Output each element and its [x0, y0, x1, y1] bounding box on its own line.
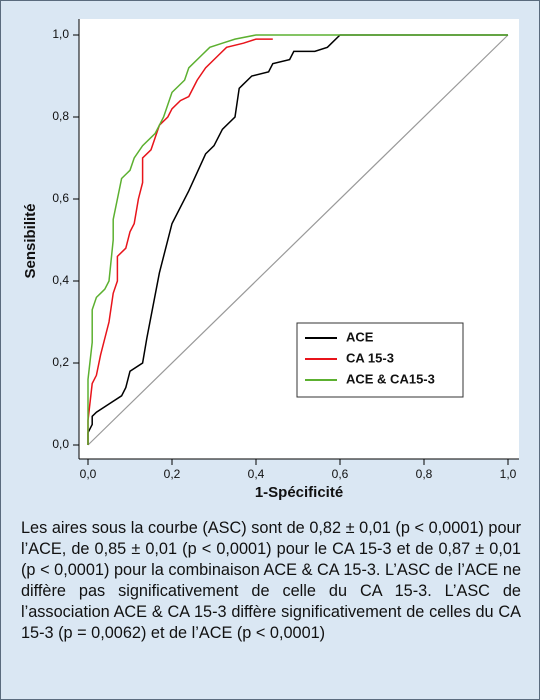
x-tick-label: 0,2 [164, 467, 181, 481]
reference-line [87, 34, 509, 446]
x-tick-label: 1,0 [500, 467, 517, 481]
y-tick-label: 0,4 [52, 273, 69, 287]
y-tick-label: 1,0 [52, 27, 69, 41]
x-tick-label: 0,8 [416, 467, 433, 481]
legend-label: CA 15-3 [346, 350, 394, 365]
y-tick-label: 0,8 [52, 109, 69, 123]
y-axis-label: Sensibilité [22, 203, 39, 278]
x-tick-label: 0,0 [80, 467, 97, 481]
chart: 1-Spécificité Sensibilité 0,0 0,2 0,4 0,6 0,… [22, 19, 519, 501]
legend-label: ACE & CA15-3 [346, 371, 435, 386]
roc-curve [87, 38, 273, 445]
x-tick-label: 0,6 [332, 467, 349, 481]
x-axis-label: 1-Spécificité [255, 484, 343, 501]
roc-curve [87, 34, 508, 445]
y-tick-label: 0,6 [52, 191, 69, 205]
x-tick-label: 0,4 [248, 467, 265, 481]
legend-label: ACE [346, 329, 374, 344]
y-tick-label: 0,0 [52, 437, 69, 451]
caption: Les aires sous la courbe (ASC) sont de 0… [21, 519, 521, 642]
roc-curve [87, 34, 508, 445]
y-tick-label: 0,2 [52, 355, 69, 369]
